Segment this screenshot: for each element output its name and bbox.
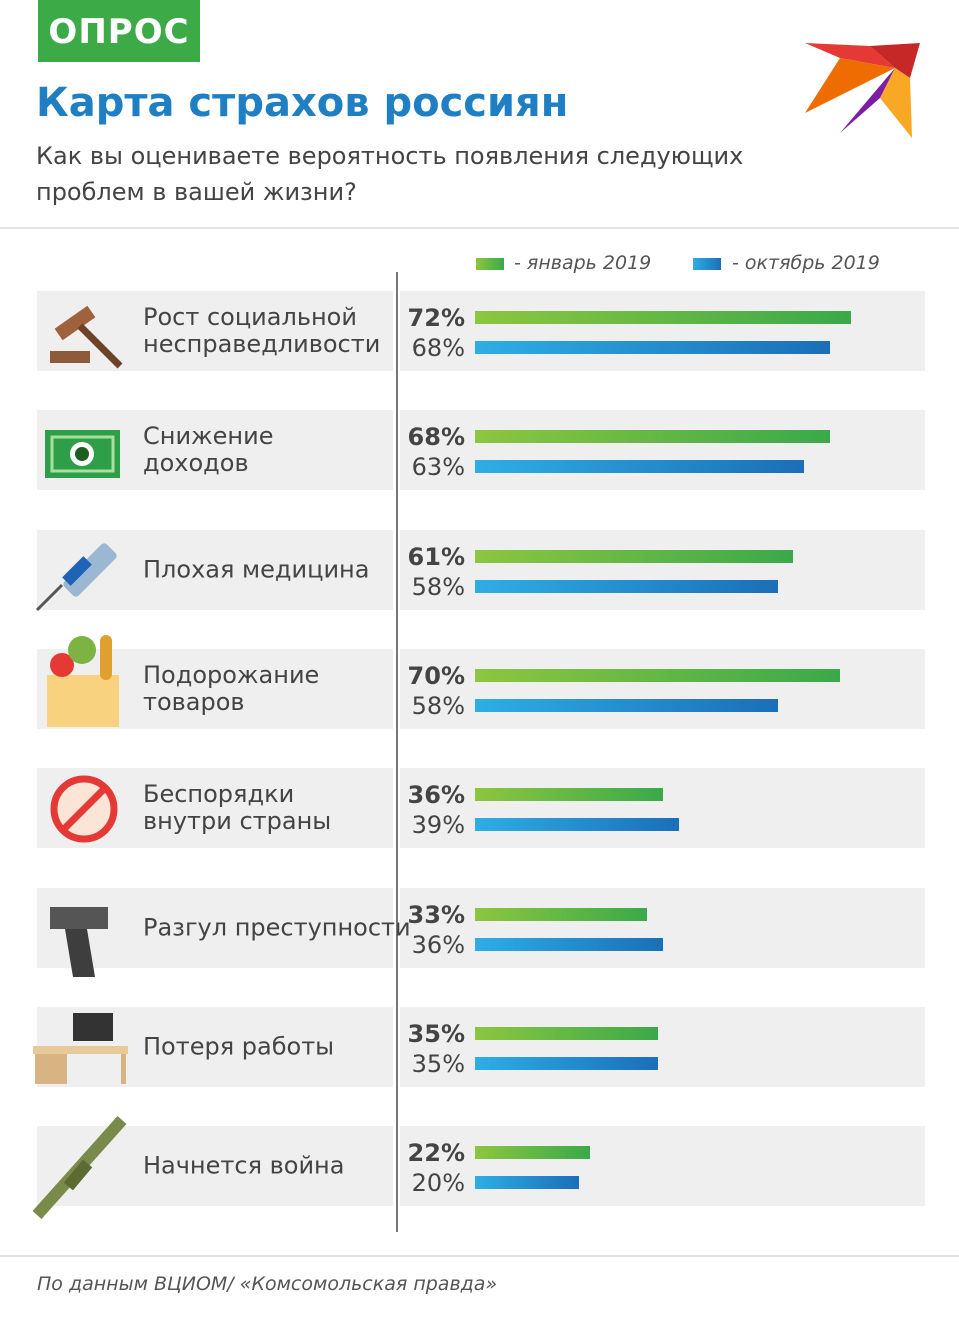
divider (0, 1255, 959, 1257)
divider (0, 227, 959, 229)
row-band (400, 887, 925, 968)
value-label: 22% (407, 1139, 465, 1168)
value-label: 39% (411, 811, 465, 840)
row-band (400, 529, 925, 610)
category-label: Беспорядки внутри страны (143, 780, 332, 836)
icon-desk (33, 1013, 128, 1084)
icon-ban (50, 775, 118, 843)
source: По данным ВЦИОМ/ «Комсомольская правда» (37, 1273, 498, 1295)
value-label: 35% (411, 1049, 465, 1078)
icon-syringe (35, 543, 117, 612)
icon-gavel (50, 305, 123, 369)
bar (475, 1056, 658, 1070)
icon-gun (50, 907, 108, 977)
value-label: 63% (411, 453, 465, 482)
chart-title: Карта страхов россиян (36, 80, 569, 126)
bar (475, 1146, 590, 1160)
row-band (37, 1126, 393, 1207)
row-band (400, 648, 925, 729)
bar (475, 1176, 580, 1190)
bar (475, 1026, 658, 1040)
icon-money (45, 430, 120, 478)
category-label: Разгул преступности (143, 913, 411, 941)
category-label: Плохая медицина (143, 555, 370, 584)
value-label: 72% (407, 304, 465, 332)
axis-line (396, 272, 398, 1232)
value-label: 68% (407, 423, 465, 452)
row-band (400, 1126, 925, 1207)
value-label: 70% (407, 661, 465, 690)
bar (475, 430, 830, 444)
value-label: 58% (411, 691, 465, 720)
tag: ОПРОС (38, 0, 200, 62)
value-label: 36% (407, 781, 465, 810)
icon-rifle (32, 1115, 127, 1220)
logo (805, 43, 920, 138)
value-label: 68% (411, 334, 465, 362)
bar (475, 311, 851, 324)
category-label: Снижение доходов (143, 422, 274, 478)
legend-label: - октябрь 2019 (732, 252, 880, 274)
bar (475, 460, 804, 474)
bar (475, 788, 663, 802)
row-band (400, 768, 925, 849)
category-label: Потеря работы (143, 1032, 335, 1061)
row-band (37, 291, 393, 371)
value-label: 35% (407, 1019, 465, 1048)
row-band (400, 1006, 925, 1087)
icon-groceries (47, 635, 119, 727)
chart-subtitle: Как вы оцениваете вероятность появления … (36, 142, 744, 206)
category-label: Подорожание товаров (143, 660, 320, 716)
value-label: 36% (411, 930, 465, 959)
bar (475, 937, 663, 951)
value-label: 58% (411, 572, 465, 601)
value-label: 61% (407, 542, 465, 571)
bar (475, 341, 830, 354)
legend-label: - январь 2019 (514, 252, 652, 274)
value-label: 33% (407, 900, 465, 929)
legend-swatch (476, 258, 504, 270)
category-label: Начнется война (143, 1151, 345, 1180)
row-band (400, 410, 925, 491)
bar (475, 549, 794, 563)
category-label: Рост социальной несправедливости (143, 303, 381, 358)
bar (475, 818, 679, 832)
bar (475, 907, 648, 921)
legend-swatch (693, 258, 721, 270)
row-band (400, 291, 925, 371)
bar (475, 579, 778, 593)
value-label: 20% (411, 1169, 465, 1198)
bar (475, 698, 778, 712)
bar (475, 668, 841, 682)
